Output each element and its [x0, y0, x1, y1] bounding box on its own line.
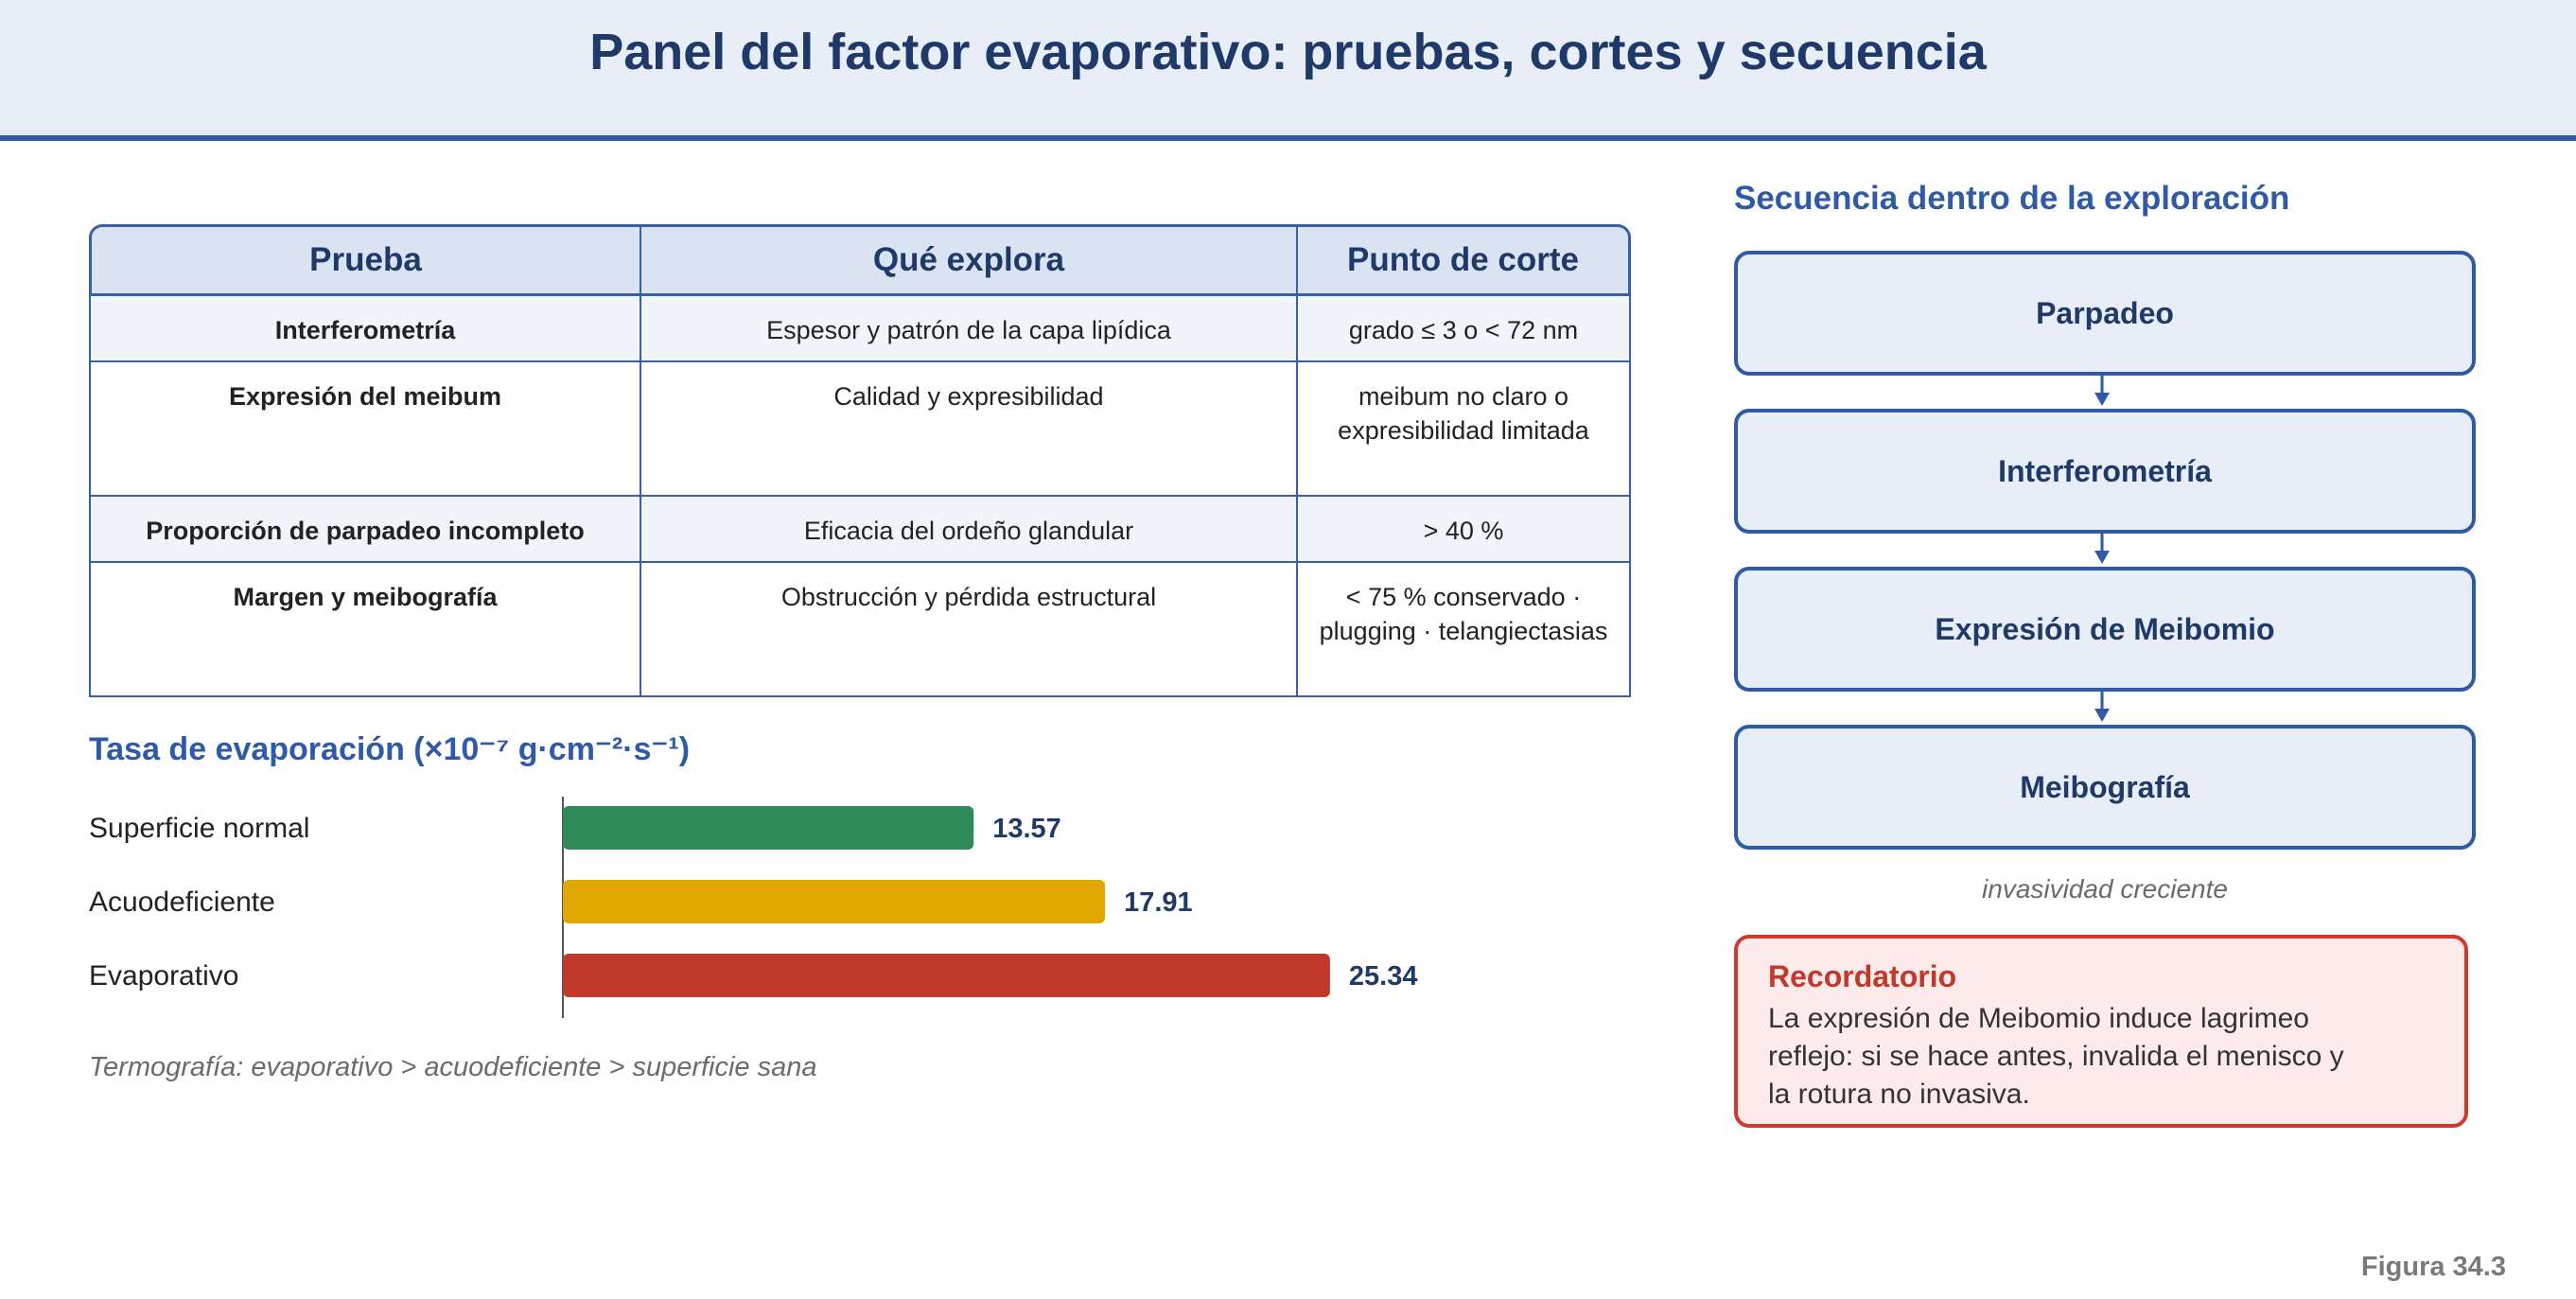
cell-cutoff: meibum no claro o expresibilidad limitad… — [1298, 362, 1631, 497]
column-header-test: Prueba — [89, 224, 641, 296]
chart-title: Tasa de evaporación (×10⁻⁷ g·cm⁻²·s⁻¹) — [89, 731, 691, 767]
cell-explores: Eficacia del ordeño glandular — [641, 497, 1298, 563]
table-row: Interferometría Espesor y patrón de la c… — [89, 296, 1631, 362]
table-row: Margen y meibografía Obstrucción y pérdi… — [89, 563, 1631, 697]
table-header-row: Prueba Qué explora Punto de corte — [89, 224, 1631, 296]
column-header-explores: Qué explora — [641, 224, 1298, 296]
cell-explores: Obstrucción y pérdida estructural — [641, 563, 1298, 697]
bar — [563, 880, 1106, 923]
reminder-text: La expresión de Meibomio induce lagrimeo… — [1768, 1003, 2344, 1110]
sequence-step-expresion: Expresión de Meibomio — [1734, 567, 2476, 692]
sequence-step-parpadeo: Parpadeo — [1734, 251, 2476, 376]
sequence-step-meibografia: Meibografía — [1734, 725, 2476, 850]
category-label: Evaporativo — [89, 960, 238, 992]
reminder-box: Recordatorio La expresión de Meibomio in… — [1734, 935, 2468, 1128]
reminder-title: Recordatorio — [1768, 959, 1957, 993]
cell-test: Proporción de parpadeo incompleto — [89, 497, 641, 563]
cell-test: Interferometría — [89, 296, 641, 362]
column-header-cutoff: Punto de corte — [1298, 224, 1631, 296]
sequence-title: Secuencia dentro de la exploración — [1734, 180, 2290, 217]
table-row: Expresión del meibum Calidad y expresibi… — [89, 362, 1631, 497]
header-banner: Panel del factor evaporativo: pruebas, c… — [0, 0, 2576, 141]
sequence-caption: invasividad creciente — [1982, 874, 2228, 904]
table-row: Proporción de parpadeo incompleto Eficac… — [89, 497, 1631, 563]
category-label: Acuodeficiente — [89, 886, 275, 918]
tests-table: Prueba Qué explora Punto de corte Interf… — [89, 224, 1631, 697]
bar-value-label: 25.34 — [1349, 961, 1418, 992]
bar — [563, 806, 974, 850]
sequence-step-interferometria: Interferometría — [1734, 409, 2476, 534]
category-label: Superficie normal — [89, 813, 309, 844]
cell-test: Expresión del meibum — [89, 362, 641, 497]
page-title: Panel del factor evaporativo: pruebas, c… — [589, 24, 1987, 80]
cell-test: Margen y meibografía — [89, 563, 641, 697]
bar-value-label: 17.91 — [1124, 887, 1193, 918]
figure-label: Figura 34.3 — [2360, 1252, 2506, 1282]
chart-note: Termografía: evaporativo > acuodeficient… — [89, 1052, 817, 1082]
bar-value-label: 13.57 — [992, 814, 1061, 844]
cell-cutoff: grado ≤ 3 o < 72 nm — [1298, 296, 1631, 362]
cell-explores: Calidad y expresibilidad — [641, 362, 1298, 497]
arrow-down-icon — [2094, 374, 2110, 406]
arrow-down-icon — [2094, 690, 2110, 722]
cell-cutoff: < 75 % conservado · plugging · telangiec… — [1298, 563, 1631, 697]
arrow-down-icon — [2094, 532, 2110, 564]
bar — [563, 954, 1330, 997]
cell-cutoff: > 40 % — [1298, 497, 1631, 563]
cell-explores: Espesor y patrón de la capa lipídica — [641, 296, 1298, 362]
